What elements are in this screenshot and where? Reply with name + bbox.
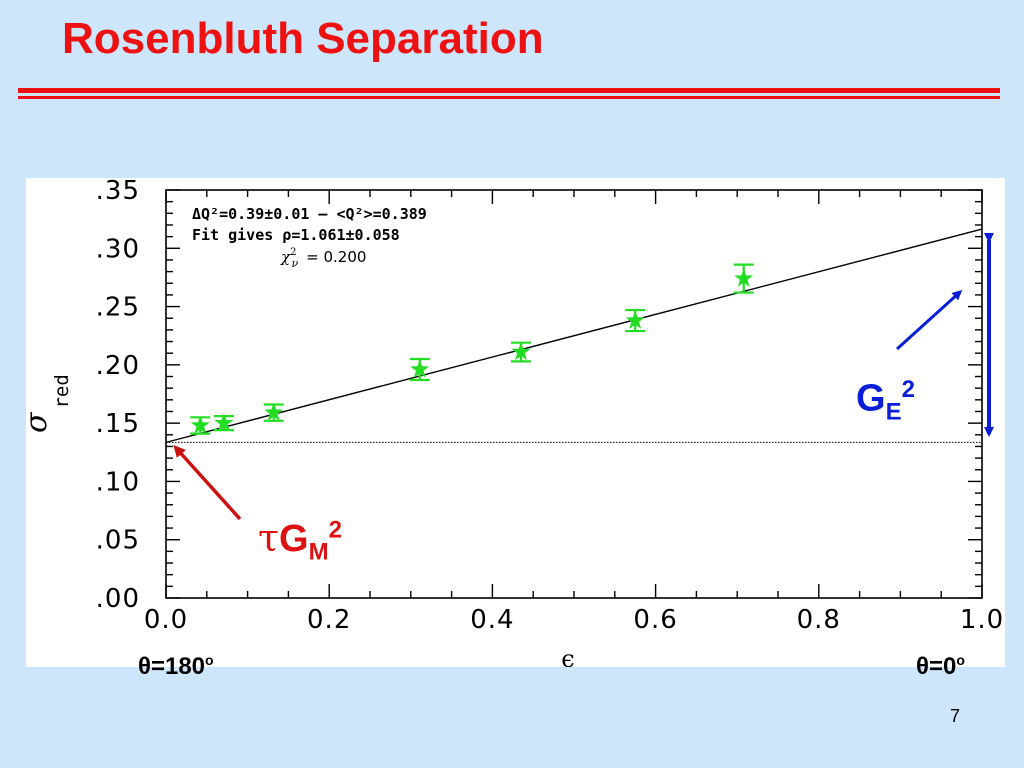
data-point-star (264, 402, 284, 421)
y-axis-label-group: σ red (26, 374, 73, 433)
theta-right-degree: o (956, 652, 965, 668)
y-axis-label: σ red (26, 374, 73, 433)
tau-gm-squared-label: τGM2 (258, 516, 342, 567)
fit-line (165, 228, 983, 444)
chi-sup: 2 (290, 247, 296, 258)
data-point-star (625, 310, 645, 329)
data-point-star (511, 342, 531, 361)
plot-annotation-chi: χ2 ν = 0.200 (280, 247, 366, 270)
x-tick-label: 0.6 (633, 605, 677, 635)
tau-symbol: τ (258, 516, 280, 560)
y-tick-label: .00 (96, 584, 140, 614)
chi-value: = 0.200 (306, 248, 366, 266)
x-tick-label: 0.4 (470, 605, 514, 635)
theta-0-label: θ=0o (916, 652, 965, 681)
data-point-star (410, 359, 430, 378)
rosenbluth-plot: 0.0 0.2 0.4 0.6 0.8 1.0 .00 .05 .10 .15 .20 .25 .30.… (26, 178, 1004, 667)
theta-left-text: θ=180 (138, 653, 206, 680)
y-axis-sub: red (51, 374, 73, 408)
data-point-star (190, 415, 210, 434)
gm-pointer-arrow (173, 445, 242, 521)
chi-symbol: χ (280, 248, 291, 266)
y-tick-label: .30 (96, 234, 140, 264)
plot-panel (26, 178, 1005, 667)
theta-left-degree: o (205, 652, 214, 668)
y-tick-label: .15 (96, 409, 140, 439)
slide-title: Rosenbluth Separation (62, 14, 544, 63)
data-point-star (734, 268, 754, 287)
gm-subscript: M (308, 538, 329, 566)
y-axis-sigma: σ (26, 411, 54, 433)
y-tick-label: .25 (96, 293, 140, 323)
y-tick-label: .20 (96, 351, 140, 381)
ge-subscript: E (885, 398, 902, 426)
y-tick-label: .05 (96, 526, 140, 556)
ge-squared-label: GE2 (856, 376, 915, 426)
ge-pointer-arrow (895, 289, 963, 351)
ge-letter: G (856, 377, 886, 420)
page-number: 7 (950, 706, 961, 726)
data-marks (165, 228, 983, 444)
y-tick-label: .10 (96, 467, 140, 497)
data-point-star (214, 413, 234, 432)
gm-superscript: 2 (328, 516, 342, 544)
x-tick-label: 0.0 (144, 605, 188, 635)
plot-text: ΔQ²=0.39±0.01 – <Q²>=0.389 Fit gives ρ=1… (26, 205, 575, 667)
ge-superscript: 2 (901, 376, 915, 403)
axes: 0.0 0.2 0.4 0.6 0.8 1.0 .00 .05 .10 .15 .20 .25 .30.… (96, 178, 1004, 635)
title-rule-thin (18, 96, 1000, 99)
theta-180-label: θ=180o (138, 652, 214, 681)
gm-letter: G (279, 518, 309, 560)
theta-right-text: θ=0 (916, 653, 957, 680)
title-rule (18, 88, 1000, 93)
x-tick-label: 0.8 (797, 605, 841, 635)
chi-sub: ν (291, 257, 298, 270)
plot-annotation-fit: Fit gives ρ=1.061±0.058 (192, 226, 400, 244)
x-tick-label: 0.2 (307, 605, 351, 635)
y-tick-label: .35 (96, 178, 140, 206)
x-axis-label: ϵ (561, 645, 574, 667)
x-tick-label: 1.0 (960, 605, 1004, 635)
plot-annotation-delta-q: ΔQ²=0.39±0.01 – <Q²>=0.389 (192, 205, 427, 223)
